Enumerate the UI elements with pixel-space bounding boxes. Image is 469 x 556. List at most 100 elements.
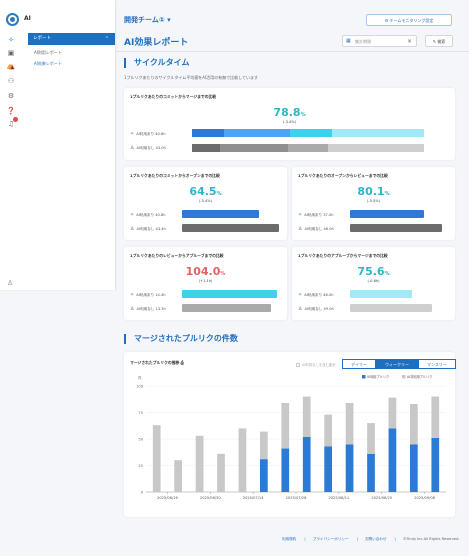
help-icon[interactable]: ❓ [6, 107, 16, 115]
without-ai-bar [182, 304, 271, 312]
report-icon[interactable]: ✧ [8, 36, 14, 44]
bar-segment [332, 129, 424, 137]
with-ai-value: 40.8h [155, 213, 166, 217]
notification-badge [13, 117, 18, 122]
user-icon[interactable]: ♙ [7, 279, 14, 287]
checkbox-label: AI利用なしを含む集計 [302, 363, 336, 367]
daily-button[interactable]: デイリー [342, 359, 376, 369]
x-tick-label: 2025/07/14 [243, 496, 264, 500]
ratio-unit: % [384, 271, 390, 277]
with-ai-value: 48.0h [323, 293, 334, 297]
ratio-value: 104.0% [124, 265, 287, 278]
bar-segment [290, 129, 332, 137]
with-ai-label: ✧ AI利用あり 40.8h [130, 131, 166, 137]
card-title: 1プルリクあたりのレビューからアプルーブまでの比較 [130, 253, 224, 258]
with-ai-label: ✧ AI利用あり 37.0h [298, 212, 334, 218]
team-monitoring-settings-button[interactable]: ⚙ チームモニタリング設定 [366, 14, 452, 26]
legend-label: AI非利用プルリク [407, 374, 432, 379]
contact-link[interactable]: お問い合わせ [364, 537, 387, 541]
cycle-card-approve-to-merge: 1プルリクあたりのアプルーブからマージまでの比較 75.6% (-0.6h) ✧… [292, 247, 455, 320]
ratio-delta: (-0.6h) [367, 279, 380, 283]
y-tick-label: 75 [138, 411, 143, 415]
cycle-card-open-to-review: 1プルリクあたりのオープンからレビューまでの比較 80.1% (-5.5%) ✧… [292, 167, 455, 240]
bar-ai [367, 453, 375, 492]
card-title: 1プルリクあたりのアプルーブからマージまでの比較 [298, 253, 388, 258]
with-ai-value: 37.0h [323, 213, 334, 217]
y-tick-label: 50 [138, 437, 143, 441]
without-ai-value: 46.0h [323, 227, 334, 231]
calendar-icon: ▦ [346, 38, 351, 44]
bar-non-ai [281, 402, 290, 449]
ratio-number: 64.5 [189, 185, 217, 198]
cycle-time-description: 1プルリクあたりのサイクルタイム平均値をAI活用の有無で比較しています [124, 75, 259, 80]
settings-icon[interactable]: ⚙ [7, 92, 15, 100]
document-icon[interactable]: ▣ [7, 49, 15, 57]
x-tick-label: 2025/06/30 [200, 496, 221, 500]
download-icon[interactable]: ⎙ [180, 360, 184, 365]
legend-swatch [362, 375, 366, 379]
with-ai-label: ✧ AI利用あり 40.8h [130, 212, 166, 218]
without-ai-value: 43.0h [155, 146, 166, 150]
without-ai-text: AI利用なし [304, 307, 323, 311]
bar-segment [192, 144, 220, 152]
period-input[interactable]: ▦ 集計期間 × [342, 35, 417, 47]
without-ai-label: ♙ AI利用なし 49.0h [298, 306, 334, 312]
team-selector[interactable]: 開発チーム① ▾ [124, 16, 171, 24]
cycle-card-review-to-approve: 1プルリクあたりのレビューからアプルーブまでの比較 104.0% (+1.1h)… [124, 247, 287, 320]
ratio-delta: (+1.1h) [198, 279, 213, 283]
without-ai-bar [192, 144, 424, 152]
bar-ai [324, 446, 332, 492]
without-ai-text: AI利用なし [304, 227, 323, 231]
card-title: 1プルリクあたりのコミットからマージまでの比較 [130, 94, 217, 99]
bar-ai [260, 459, 268, 492]
without-ai-bar [182, 224, 279, 232]
person-icon: ♙ [298, 306, 303, 312]
copyright: ©Findy Inc.All Rights Reserved. [402, 537, 460, 541]
y-axis-unit: 件 [138, 375, 142, 380]
sidebar-item-ai-effect[interactable]: AI効果レポート [34, 61, 62, 66]
clear-icon[interactable]: × [406, 38, 412, 45]
include-non-ai-checkbox[interactable]: AI利用なしを含む集計 [296, 362, 336, 367]
ai-spark-icon: ✧ [298, 212, 303, 218]
bar-non-ai [367, 423, 375, 454]
y-tick-label: 0 [141, 490, 144, 494]
bar-segment [288, 144, 328, 152]
users-icon[interactable]: ⚇ [7, 77, 15, 85]
ratio-delta: (-5.5%) [366, 199, 381, 203]
bar-non-ai [324, 414, 332, 447]
search-button[interactable]: ✎ 検索 [425, 35, 453, 47]
bar-non-ai [431, 396, 440, 438]
bar-non-ai [345, 402, 354, 445]
team-icon[interactable]: ⛺ [6, 62, 16, 70]
weekly-button[interactable]: ウィークリー [376, 359, 418, 369]
with-ai-label: ✧ AI利用あり 48.0h [298, 292, 334, 298]
with-ai-text: AI利用あり [136, 132, 155, 136]
sidebar-section-report[interactable]: レポート ⌃ [28, 33, 115, 45]
without-ai-bar [350, 224, 442, 232]
terms-link[interactable]: 利用規約 [282, 537, 297, 541]
notification-icon[interactable]: ♫ [4, 117, 18, 130]
monthly-button[interactable]: マンスリー [418, 359, 456, 369]
privacy-link[interactable]: プライバシーポリシー [312, 537, 349, 541]
merged-pr-chart: 件 0 25 50 75 100 2025/06/16 2025/06/30 2025/07/1… [136, 374, 446, 500]
with-ai-label: ✧ AI利用あり 14.4h [130, 292, 166, 298]
ratio-delta: (-5.4%) [198, 199, 213, 203]
ratio-delta: (-3.4%) [282, 120, 297, 124]
with-ai-text: AI利用あり [304, 293, 323, 297]
sidebar: AI ✧ ▣ ⛺ ⚇ ⚙ ❓ ♫ レポート ⌃ AI利用レポート AI効果レポート… [0, 0, 116, 290]
without-ai-value: 43.4h [155, 227, 166, 231]
ratio-unit: % [384, 191, 390, 197]
bar-segment [328, 144, 424, 152]
with-ai-bar [350, 210, 424, 218]
bar-non-ai [302, 396, 311, 437]
sidebar-item-ai-usage[interactable]: AI利用レポート [34, 50, 62, 55]
ai-spark-icon: ✧ [130, 212, 135, 218]
app-logo-icon[interactable] [6, 13, 19, 26]
with-ai-value: 40.8h [155, 132, 166, 136]
checkbox-box[interactable] [296, 363, 300, 367]
ratio-value: 78.8% [124, 106, 455, 119]
ratio-unit: % [216, 191, 222, 197]
chart-title-text: マージされたプルリクの推移 [130, 360, 180, 365]
bar-ai [431, 437, 440, 492]
